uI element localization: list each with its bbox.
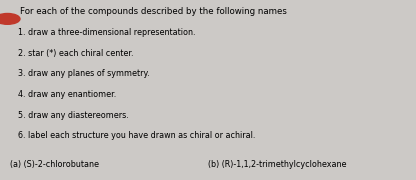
Text: (a) (S)-2-chlorobutane: (a) (S)-2-chlorobutane xyxy=(10,160,99,169)
Text: 5. draw any diastereomers.: 5. draw any diastereomers. xyxy=(18,111,129,120)
Text: 6. label each structure you have drawn as chiral or achiral.: 6. label each structure you have drawn a… xyxy=(18,131,255,140)
Text: 3. draw any planes of symmetry.: 3. draw any planes of symmetry. xyxy=(18,69,149,78)
Text: 1. draw a three-dimensional representation.: 1. draw a three-dimensional representati… xyxy=(18,28,196,37)
Text: 4. draw any enantiomer.: 4. draw any enantiomer. xyxy=(18,90,116,99)
Circle shape xyxy=(0,14,20,24)
Text: 2. star (*) each chiral center.: 2. star (*) each chiral center. xyxy=(18,49,134,58)
Text: For each of the compounds described by the following names: For each of the compounds described by t… xyxy=(20,7,287,16)
Text: (b) (R)-1,1,2-trimethylcyclohexane: (b) (R)-1,1,2-trimethylcyclohexane xyxy=(208,160,347,169)
